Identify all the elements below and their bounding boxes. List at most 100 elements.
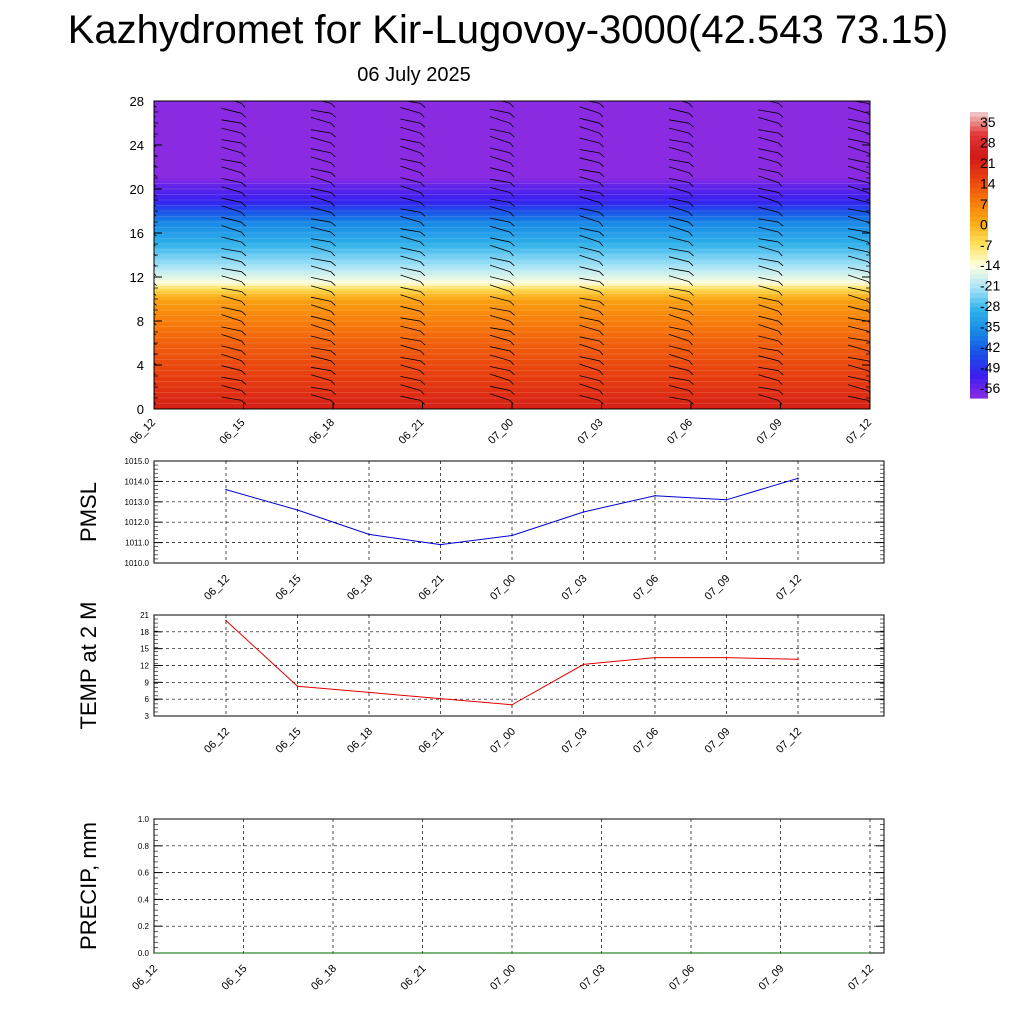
wind-barb-flag — [400, 255, 421, 263]
wind-barb-shaft — [330, 390, 336, 395]
wind-barb-shaft — [778, 320, 783, 326]
wind-barb-shaft — [241, 241, 246, 247]
heatmap-band — [154, 235, 870, 240]
wind-barb-shaft — [330, 291, 335, 296]
wind-barb-flag — [400, 267, 421, 273]
wind-barb-shaft — [867, 122, 870, 126]
wind-barb-shaft — [330, 261, 336, 267]
x-tick-label: 06_15 — [274, 573, 304, 603]
colorbar-label: 28 — [980, 135, 996, 151]
wind-barb-shaft — [420, 162, 426, 168]
wind-barb-shaft — [778, 132, 784, 138]
colorbar-swatch — [970, 112, 988, 118]
wind-barb-flag — [579, 227, 600, 233]
colorbar-label: 35 — [980, 114, 996, 130]
wind-barb-shaft — [509, 221, 515, 227]
wind-barb-shaft — [778, 241, 784, 247]
wind-barb-shaft — [599, 360, 605, 366]
data-point — [511, 534, 513, 537]
wind-barb-flag — [132, 337, 152, 341]
wind-barb-flag — [579, 106, 600, 114]
heatmap-band — [154, 293, 870, 297]
wind-barb-flag — [579, 254, 600, 263]
wind-barb-shaft — [420, 291, 426, 296]
wind-barb-shaft — [778, 291, 783, 296]
wind-barb-shaft — [154, 243, 156, 247]
wind-barb-shaft — [241, 221, 246, 227]
wind-barb-flag — [579, 356, 600, 362]
wind-barb-flag — [400, 216, 421, 223]
wind-barb-shaft — [599, 162, 604, 168]
wind-barb-flag — [310, 335, 332, 342]
data-point — [225, 488, 227, 491]
data-point — [511, 704, 513, 706]
wind-barb-flag — [847, 267, 869, 273]
wind-barb-shaft — [241, 271, 247, 277]
data-point — [654, 656, 656, 659]
wind-barb-shaft — [509, 122, 514, 128]
heatmap-band — [154, 318, 870, 322]
wind-barb-shaft — [778, 103, 783, 108]
wind-barb-shaft — [420, 400, 426, 405]
data-point — [582, 663, 585, 666]
colorbar-swatch — [970, 264, 988, 270]
wind-barb-shaft — [154, 134, 156, 138]
data-point — [439, 697, 442, 700]
x-tick-label: 07_00 — [486, 417, 516, 447]
wind-barb-shaft — [688, 241, 694, 247]
wind-barb-flag — [400, 208, 421, 213]
wind-barb-shaft — [241, 162, 247, 168]
wind-barb-shaft — [420, 261, 425, 267]
wind-barb-flag — [668, 334, 690, 342]
wind-barb-shaft — [688, 172, 693, 177]
wind-barb-shaft — [154, 401, 157, 405]
wind-barb-shaft — [778, 370, 784, 376]
wind-barb-shaft — [688, 162, 694, 168]
wind-barb-flag — [489, 167, 511, 174]
wind-barb-shaft — [154, 392, 156, 395]
y-tick-label: 0.8 — [138, 842, 150, 851]
wind-barb-flag — [221, 353, 242, 362]
wind-barb-flag — [579, 324, 600, 332]
wind-barb-flag — [221, 107, 242, 114]
wind-barb-shaft — [154, 184, 156, 187]
wind-barb-shaft — [688, 340, 693, 346]
wind-barb-flag — [489, 315, 511, 322]
wind-barb-flag — [579, 286, 600, 292]
wind-barb-shaft — [509, 241, 515, 247]
x-tick-label: 06_15 — [274, 726, 304, 756]
wind-barb-flag — [132, 169, 152, 172]
y-tick-label: 6 — [145, 695, 150, 704]
wind-barb-flag — [579, 266, 600, 273]
wind-barb-shaft — [509, 192, 515, 197]
heatmap-band — [154, 219, 870, 223]
wind-barb-flag — [310, 129, 332, 134]
wind-barb-shaft — [330, 311, 335, 316]
wind-barb-shaft — [330, 241, 336, 247]
colorbar-swatch — [970, 231, 988, 237]
y-tick-label: 1013.0 — [125, 498, 150, 507]
wind-barb-shaft — [509, 113, 515, 118]
heatmap-band — [154, 321, 870, 325]
heatmap-band — [154, 299, 870, 303]
wind-barb-flag — [132, 306, 152, 312]
wind-barb-shaft — [688, 192, 693, 197]
heatmap-band — [154, 175, 870, 179]
wind-barb-shaft — [867, 103, 870, 106]
wind-barb-shaft — [688, 231, 693, 237]
wind-barb-shaft — [778, 112, 784, 118]
wind-barb-flag — [758, 148, 779, 154]
heatmap-band — [154, 161, 870, 165]
wind-barb-shaft — [330, 350, 336, 356]
wind-barb-flag — [221, 178, 242, 183]
wind-barb-flag — [668, 256, 690, 263]
heatmap-band — [154, 387, 870, 391]
wind-barb-shaft — [330, 320, 336, 326]
wind-barb-shaft — [509, 172, 515, 177]
wind-barb-flag — [489, 257, 511, 263]
wind-barb-shaft — [330, 202, 335, 207]
wind-barb-shaft — [241, 182, 247, 187]
wind-barb-shaft — [509, 103, 514, 108]
data-point — [797, 477, 799, 480]
x-tick-label: 07_06 — [631, 573, 661, 603]
